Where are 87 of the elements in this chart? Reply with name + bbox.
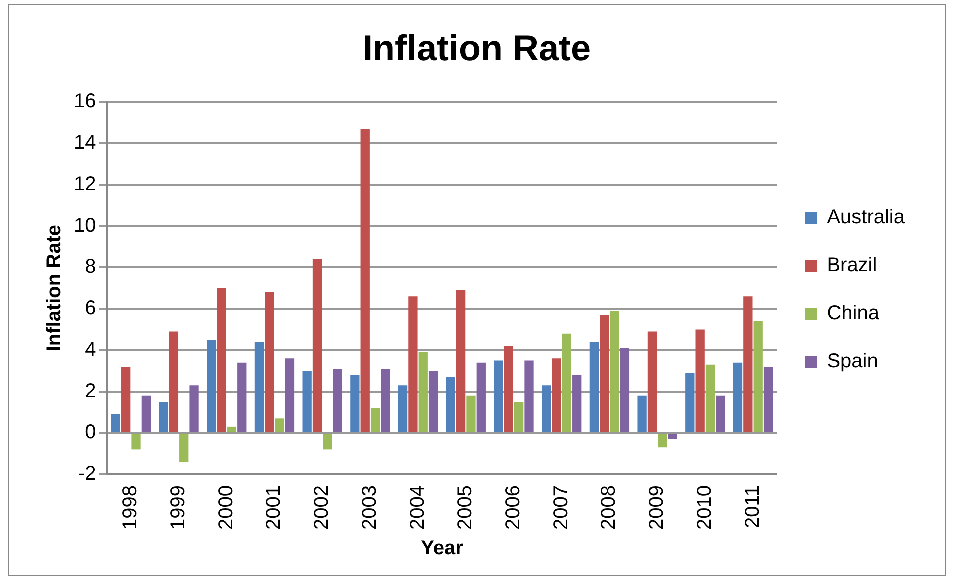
bar [227, 426, 237, 432]
bar [466, 396, 476, 432]
bar [514, 402, 524, 432]
bar [600, 315, 610, 432]
legend-label: Australia [827, 206, 906, 229]
bar [207, 340, 216, 432]
bar [418, 352, 428, 432]
bar [686, 373, 695, 432]
y-axis-title: Inflation Rate [44, 225, 66, 352]
bar [648, 332, 658, 432]
legend-label: China [827, 302, 880, 325]
x-tick-label: 2003 [358, 486, 381, 530]
bar [111, 414, 120, 432]
y-tick-label: 14 [74, 132, 96, 154]
x-tick-label: 2006 [502, 486, 525, 530]
y-tick-label: 4 [85, 338, 96, 361]
bar [524, 360, 534, 432]
x-tick-label: 2009 [646, 486, 668, 530]
bar [733, 362, 743, 432]
bar [428, 371, 438, 432]
bar [572, 375, 582, 432]
x-tick-label: 2002 [311, 486, 334, 530]
x-tick-label: 2008 [598, 486, 620, 530]
y-tick-label: -2 [78, 463, 96, 486]
x-tick-label: 2000 [215, 486, 238, 530]
bar [180, 434, 189, 462]
bar [350, 375, 360, 432]
chart-title: Inflation Rate [362, 28, 592, 69]
bar [370, 408, 380, 432]
bar [333, 369, 342, 432]
x-axis-title: Year [421, 538, 464, 560]
bar [706, 364, 716, 432]
bar [254, 342, 264, 432]
x-tick-label: 2001 [263, 486, 286, 530]
bar [562, 334, 572, 432]
x-tick-label: 1998 [120, 486, 142, 530]
x-tick-label: 2007 [550, 486, 572, 530]
bar [217, 288, 226, 432]
x-tick-label: 1999 [168, 486, 190, 530]
bar [159, 402, 168, 432]
legend-label: Brazil [827, 254, 878, 277]
y-tick-label: 0 [85, 422, 96, 444]
legend-label: Spain [827, 350, 878, 373]
bar [285, 358, 295, 432]
x-tick-label: 2005 [454, 486, 477, 530]
y-tick-label: 16 [74, 90, 96, 113]
y-tick-label: 12 [74, 173, 96, 196]
bar [142, 396, 151, 432]
y-tick-label: 2 [85, 380, 96, 402]
bar [265, 292, 274, 432]
bar [696, 330, 705, 432]
x-tick-label: 2011 [742, 486, 764, 529]
bar [323, 434, 332, 450]
bar [638, 396, 647, 432]
bar [620, 348, 630, 432]
bar [302, 371, 312, 432]
bar [446, 377, 456, 432]
bar [658, 434, 668, 448]
bar [744, 296, 753, 432]
bar [169, 332, 179, 432]
bar [312, 259, 322, 432]
bar [504, 346, 514, 432]
bar [764, 366, 774, 432]
bar [476, 362, 486, 432]
bar [716, 396, 726, 432]
bar [398, 386, 408, 432]
bar [190, 386, 199, 432]
bar [754, 321, 763, 432]
bar [456, 290, 466, 432]
bar [122, 366, 131, 432]
bar [542, 386, 552, 432]
bar [552, 358, 562, 432]
bar [381, 369, 390, 432]
bar [408, 296, 418, 432]
bar [360, 129, 370, 432]
bar [494, 360, 504, 432]
y-tick-label: 6 [85, 298, 96, 320]
bar [668, 434, 678, 440]
bar [238, 362, 247, 432]
x-tick-label: 2004 [406, 486, 429, 530]
y-tick-label: 8 [85, 256, 96, 278]
bar [275, 418, 284, 432]
bar [610, 311, 620, 432]
y-tick-label: 10 [74, 214, 96, 237]
bar [132, 434, 141, 450]
x-tick-label: 2010 [694, 486, 716, 530]
bar [590, 342, 600, 432]
